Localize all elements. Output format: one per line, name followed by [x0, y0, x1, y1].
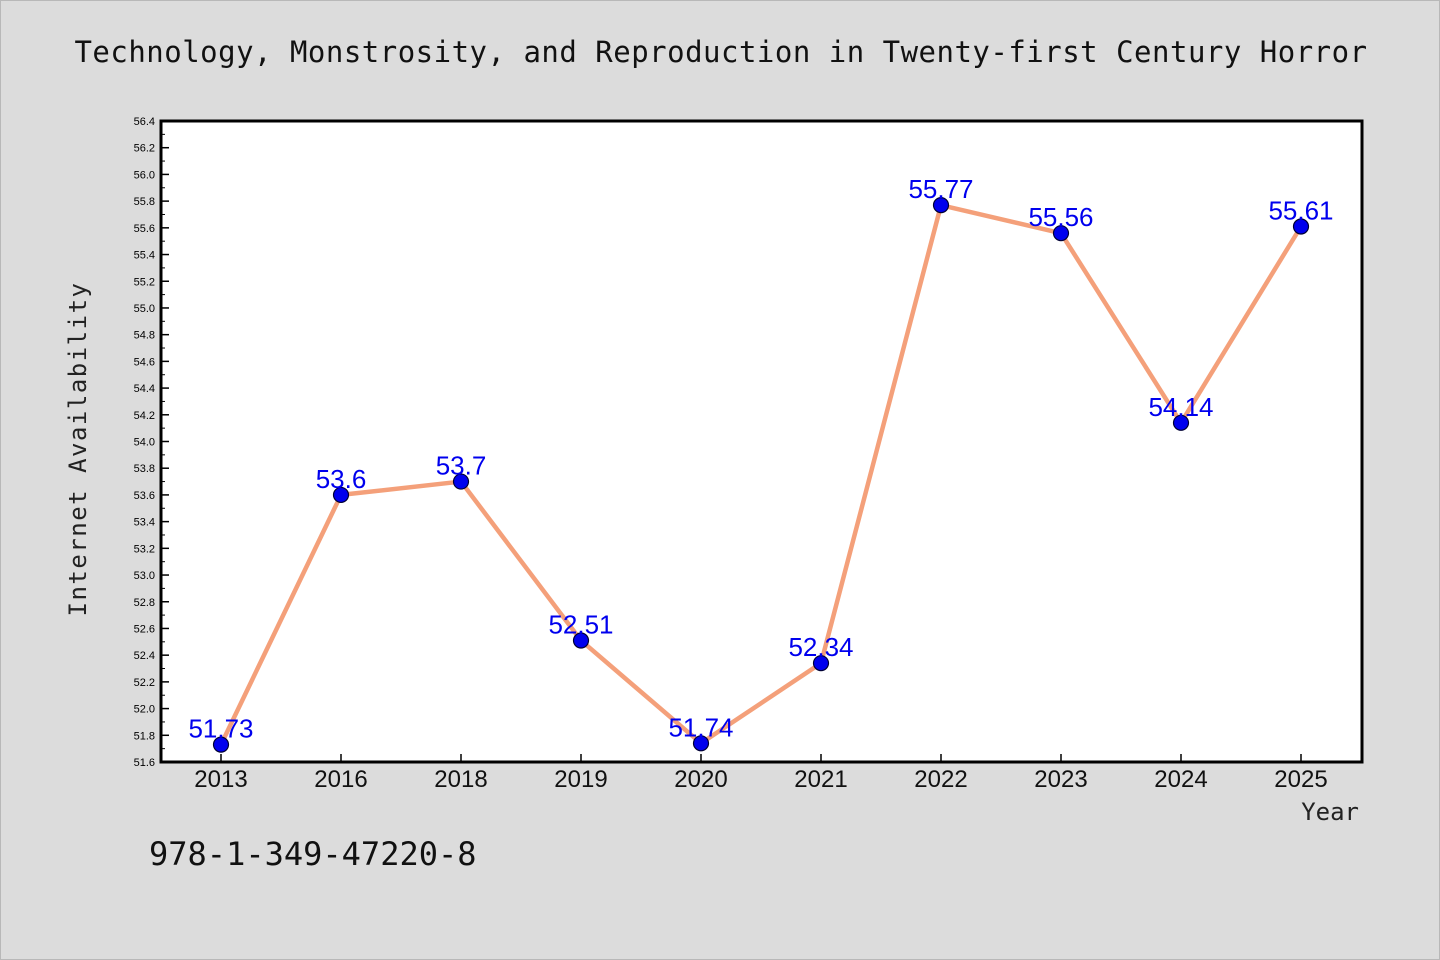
- x-tick-label: 2021: [794, 766, 847, 793]
- data-label: 53.6: [316, 464, 367, 494]
- isbn-footnote: 978-1-349-47220-8: [149, 835, 477, 873]
- y-tick-label: 54.4: [134, 383, 155, 395]
- plot-area: [159, 119, 1364, 764]
- y-tick-label: 52.2: [134, 677, 155, 689]
- y-tick-label: 51.6: [134, 757, 155, 769]
- y-tick-label: 53.4: [134, 517, 155, 529]
- y-tick-label: 53.0: [134, 570, 155, 582]
- data-label: 54.14: [1148, 392, 1213, 422]
- data-label: 55.61: [1268, 195, 1333, 225]
- y-tick-label: 53.8: [134, 463, 155, 475]
- data-point: [932, 197, 950, 214]
- data-label: 51.73: [188, 714, 253, 744]
- y-tick-label: 56.2: [134, 143, 155, 155]
- y-tick-label: 54.6: [134, 356, 155, 368]
- y-tick-label: 56.0: [134, 169, 155, 181]
- data-point: [332, 486, 350, 504]
- data-label: 52.34: [788, 632, 853, 662]
- y-tick-label: 53.2: [134, 543, 155, 555]
- data-point: [812, 655, 830, 672]
- x-axis-label: Year: [1301, 798, 1359, 826]
- x-tick-label: 2016: [314, 766, 367, 793]
- y-tick-label: 54.8: [134, 330, 155, 342]
- data-point: [1172, 414, 1190, 431]
- data-label: 53.7: [436, 451, 487, 481]
- y-tick-label: 55.8: [134, 196, 155, 208]
- data-point: [1052, 225, 1070, 242]
- y-tick-label: 55.0: [134, 303, 155, 315]
- y-tick-label: 51.8: [134, 730, 155, 742]
- y-tick-label: 55.2: [134, 276, 155, 288]
- x-tick-label: 2020: [674, 766, 727, 793]
- data-point: [572, 632, 590, 649]
- data-label: 55.77: [908, 174, 973, 204]
- y-tick-label: 52.4: [134, 650, 155, 662]
- y-tick-label: 54.2: [134, 410, 155, 422]
- chart-title: Technology, Monstrosity, and Reproductio…: [74, 35, 1368, 69]
- data-label: 55.56: [1028, 202, 1093, 232]
- data-label: 52.51: [548, 609, 613, 639]
- y-tick-label: 53.6: [134, 490, 155, 502]
- x-tick-label: 2024: [1154, 766, 1207, 793]
- y-tick-label: 52.6: [134, 623, 155, 635]
- y-tick-label: 52.8: [134, 597, 155, 609]
- x-tick-label: 2025: [1274, 766, 1327, 793]
- series-line: [218, 202, 1304, 747]
- x-tick-label: 2023: [1034, 766, 1087, 793]
- data-label: 51.74: [668, 712, 733, 742]
- y-tick-label: 55.4: [134, 250, 155, 262]
- y-tick-label: 54.0: [134, 437, 155, 449]
- y-tick-label: 56.4: [134, 116, 155, 128]
- x-tick-label: 2013: [194, 766, 247, 793]
- x-tick-label: 2018: [434, 766, 487, 793]
- data-point: [1292, 218, 1310, 235]
- y-tick-label: 55.6: [134, 223, 155, 235]
- x-tick-label: 2019: [554, 766, 607, 793]
- x-tick-label: 2022: [914, 766, 967, 793]
- y-tick-label: 52.0: [134, 704, 155, 716]
- data-point: [212, 736, 230, 753]
- data-point: [692, 735, 710, 752]
- data-point: [452, 473, 470, 490]
